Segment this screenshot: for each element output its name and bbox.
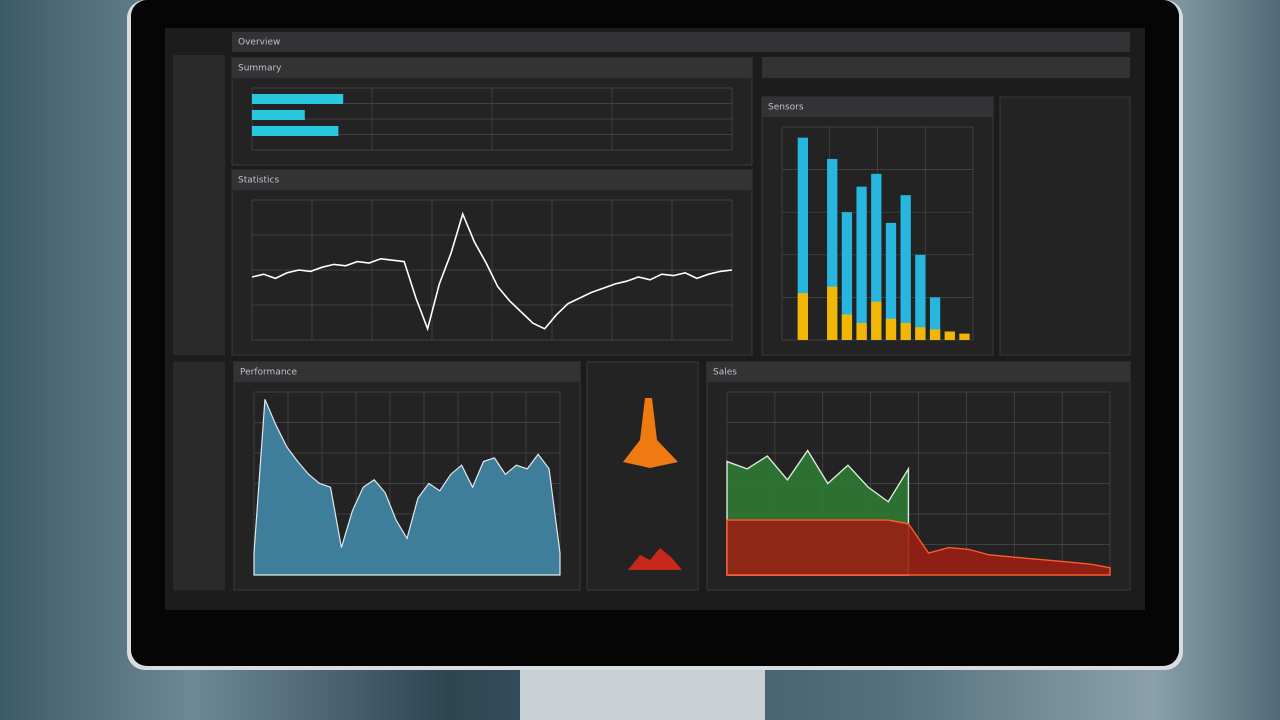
monitor-stand: [520, 665, 765, 720]
bar: [885, 318, 897, 340]
bar: [252, 126, 339, 136]
bar: [871, 173, 882, 340]
mini-chart: [628, 548, 682, 570]
panel-header: [232, 170, 752, 190]
bar: [841, 212, 853, 340]
bar: [252, 94, 344, 104]
bar: [959, 333, 970, 340]
panel-header: [762, 97, 993, 117]
bar: [915, 254, 926, 340]
bar: [856, 186, 867, 340]
bar: [252, 110, 305, 120]
header-title: Overview: [238, 38, 280, 48]
panel-header: [232, 58, 752, 78]
panel-title: Sensors: [768, 103, 804, 113]
panel-title: Summary: [238, 64, 282, 74]
bar: [900, 322, 911, 340]
bar: [885, 222, 897, 340]
panel-title: Sales: [713, 368, 737, 378]
bar: [827, 158, 838, 340]
gauge-panel: [586, 361, 699, 591]
header-bar: [232, 32, 1130, 52]
area: [726, 519, 1111, 576]
bar: [915, 327, 926, 340]
bar: [797, 293, 808, 340]
area: [253, 399, 561, 576]
sidebar: [173, 362, 225, 590]
gauge-shape: [623, 398, 678, 468]
panel-title: Performance: [240, 368, 297, 378]
panels: Summary Statistics Sensors Performance Sales: [231, 57, 1131, 591]
line: [251, 211, 733, 332]
bar: [944, 331, 955, 340]
sidebar: [173, 55, 225, 355]
bar: [856, 322, 867, 340]
panel-title: Statistics: [238, 176, 279, 186]
bar: [929, 297, 941, 340]
bar: [900, 195, 911, 340]
side-panel: [999, 96, 1131, 356]
bar: [871, 301, 882, 340]
bar: [929, 329, 941, 340]
panel-header: [707, 362, 1130, 382]
bar: [827, 286, 838, 340]
bar: [841, 314, 853, 340]
panel-header: [234, 362, 580, 382]
bar: [797, 137, 808, 340]
toolbar: [762, 57, 1130, 78]
